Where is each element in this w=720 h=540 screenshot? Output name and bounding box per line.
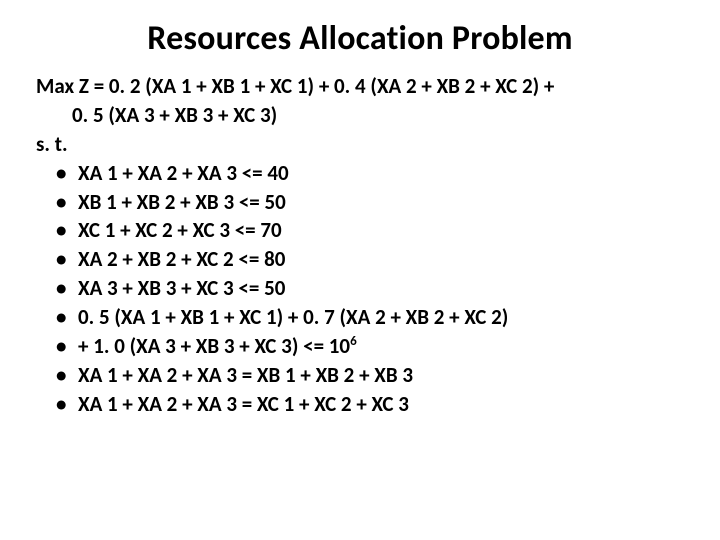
constraint-item: XA 1 + XA 2 + XA 3 <= 40 [56,160,684,187]
constraints-list: XA 1 + XA 2 + XA 3 <= 40XB 1 + XB 2 + XB… [36,160,684,418]
constraint-item: XB 1 + XB 2 + XB 3 <= 50 [56,189,684,216]
slide-title: Resources Allocation Problem [36,18,684,59]
slide-body: Max Z = 0. 2 (XA 1 + XB 1 + XC 1) + 0. 4… [36,73,684,418]
exponent: 6 [350,334,357,349]
constraint-item: XC 1 + XC 2 + XC 3 <= 70 [56,217,684,244]
subject-to-label: s. t. [36,131,684,158]
constraint-item: XA 3 + XB 3 + XC 3 <= 50 [56,275,684,302]
constraint-item: + 1. 0 (XA 3 + XB 3 + XC 3) <= 106 [56,333,684,360]
slide: Resources Allocation Problem Max Z = 0. … [0,0,720,540]
objective-line-1: Max Z = 0. 2 (XA 1 + XB 1 + XC 1) + 0. 4… [36,73,684,100]
constraint-item: 0. 5 (XA 1 + XB 1 + XC 1) + 0. 7 (XA 2 +… [56,304,684,331]
constraint-item: XA 1 + XA 2 + XA 3 = XB 1 + XB 2 + XB 3 [56,362,684,389]
constraint-item: XA 2 + XB 2 + XC 2 <= 80 [56,246,684,273]
objective-line-2: 0. 5 (XA 3 + XB 3 + XC 3) [36,102,684,129]
constraint-item: XA 1 + XA 2 + XA 3 = XC 1 + XC 2 + XC 3 [56,391,684,418]
